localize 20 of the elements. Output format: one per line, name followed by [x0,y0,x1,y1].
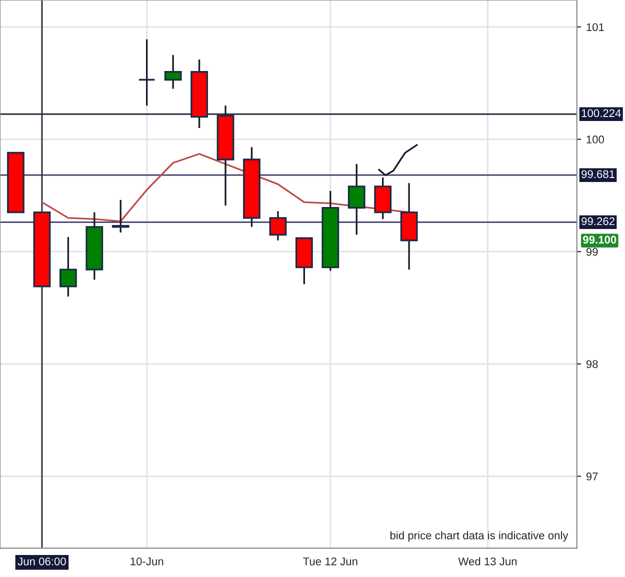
y-tick-label: 99 [586,248,598,256]
candlestick [59,236,77,298]
candlestick [164,54,182,90]
x-tick-label: Wed 13 Jun [458,557,517,566]
y-tick-label: 101 [586,23,604,32]
text: 99.100 [583,236,616,244]
candlestick [138,38,156,106]
ref-line-label: 100.224 [582,109,621,118]
y-tick-label: 98 [586,360,598,368]
x-tick-label: Jun 06:00 [18,557,66,566]
candlestick [348,163,366,236]
ref-line-label: 99.262 [582,217,614,226]
y-tick-label: 97 [586,472,598,480]
annotation: bid price chart data is indicative only [390,531,568,542]
ref-line-label: 99.681 [582,170,614,178]
x-tick-label: Tue 12 Jun [303,557,358,566]
y-tick-label: 100 [586,136,604,144]
candlestick [112,199,130,234]
candlestick [269,210,287,242]
x-tick-label: 10-Jun [130,557,164,566]
